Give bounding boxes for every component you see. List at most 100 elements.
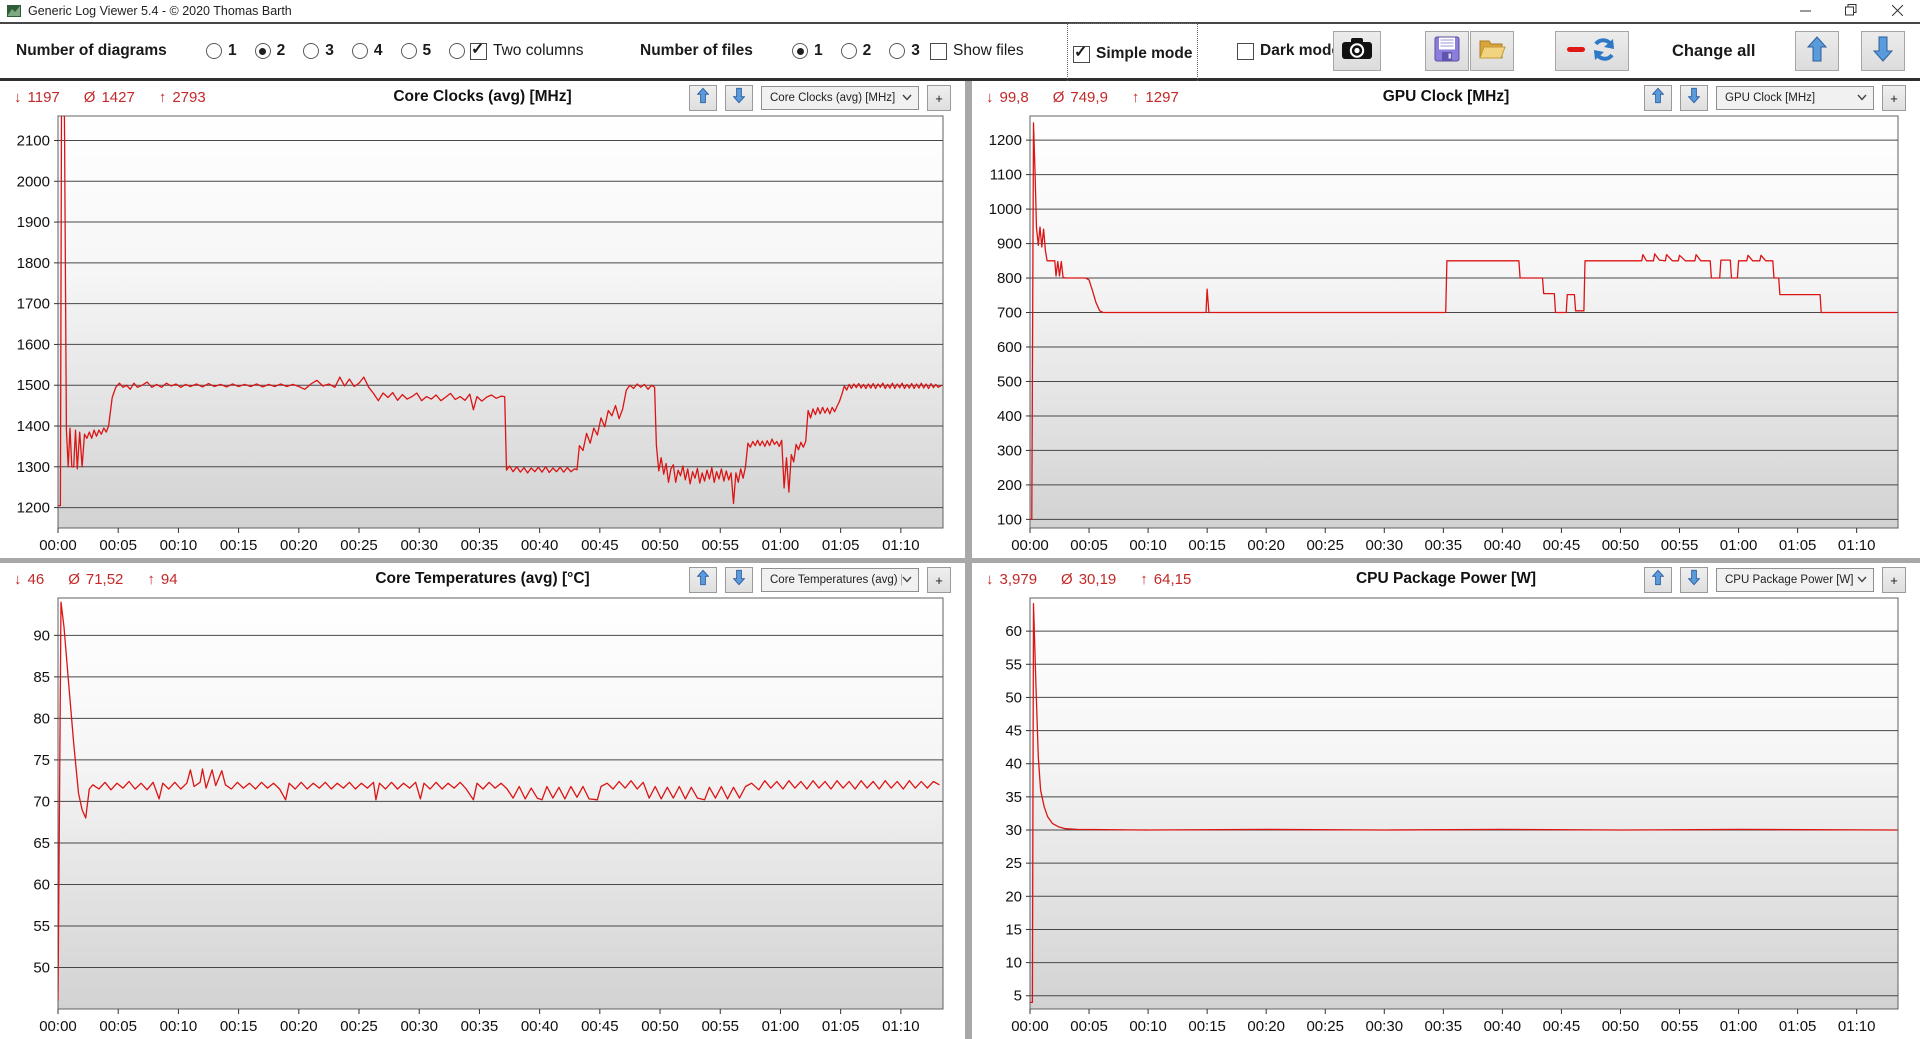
signal-select[interactable]: GPU Clock [MHz] (1716, 86, 1874, 110)
svg-text:55: 55 (33, 918, 50, 935)
charts-grid: ↓ 1197 Ø 1427 ↑ 2793 Core Clocks (avg) [… (0, 81, 1920, 1039)
svg-text:00:30: 00:30 (400, 1018, 438, 1035)
camera-icon (1341, 37, 1373, 66)
chart-header: ↓ 99,8 Ø 749,9 ↑ 1297 GPU Clock [MHz] GP… (972, 81, 1920, 114)
stat-avg: 749,9 (1070, 89, 1108, 106)
svg-text:1100: 1100 (990, 167, 1022, 184)
move-signal-down-button[interactable] (1680, 567, 1708, 593)
radio-diagrams-6[interactable] (449, 43, 466, 59)
open-button[interactable] (1470, 31, 1514, 71)
radio-files-2[interactable] (840, 43, 857, 59)
chevron-down-icon (1857, 92, 1867, 104)
show-files-checkbox[interactable]: ✓ (930, 42, 947, 60)
svg-text:01:00: 01:00 (1720, 1018, 1758, 1035)
svg-text:600: 600 (997, 339, 1022, 356)
svg-text:900: 900 (997, 236, 1022, 253)
toolbar: Number of diagrams 1 2 3 4 5 6 ✓ Two col… (0, 23, 1920, 85)
chart-title: Core Temperatures (avg) [°C] (375, 570, 590, 587)
svg-text:30: 30 (1005, 822, 1022, 839)
svg-text:01:10: 01:10 (882, 1018, 920, 1035)
plot-area: 1200 1300 1400 1500 1600 1700 1800 1900 2000 2100… (0, 114, 965, 558)
simple-mode-label: Simple mode (1096, 45, 1193, 62)
dark-mode-checkbox[interactable]: ✓ (1237, 42, 1254, 60)
svg-text:00:55: 00:55 (701, 537, 739, 554)
diagrams-label: Number of diagrams (16, 42, 167, 59)
title-bar: Generic Log Viewer 5.4 - © 2020 Thomas B… (0, 0, 1920, 24)
save-button[interactable] (1425, 31, 1469, 71)
move-signal-down-button[interactable] (725, 85, 753, 111)
chart-stats: ↓ 1197 Ø 1427 ↑ 2793 (14, 89, 206, 106)
svg-text:01:05: 01:05 (822, 537, 860, 554)
change-all-down-button[interactable] (1861, 31, 1905, 71)
svg-text:00:20: 00:20 (280, 1018, 318, 1035)
move-signal-down-button[interactable] (725, 567, 753, 593)
signal-select[interactable]: Core Temperatures (avg) [°C] (761, 568, 919, 592)
radio-diagrams-5[interactable] (400, 43, 417, 59)
restore-button[interactable] (1828, 0, 1874, 20)
move-signal-down-button[interactable] (1680, 85, 1708, 111)
move-signal-up-button[interactable] (689, 85, 717, 111)
add-signal-button[interactable]: + (927, 85, 951, 111)
dark-mode-label: Dark mode (1260, 42, 1341, 59)
svg-text:01:10: 01:10 (1838, 537, 1876, 554)
two-columns-checkbox[interactable]: ✓ (470, 41, 487, 60)
add-signal-button[interactable]: + (1882, 567, 1906, 593)
move-signal-up-button[interactable] (1644, 567, 1672, 593)
chart-panel-core-temps: ↓ 46 Ø 71,52 ↑ 94 Core Temperatures (avg… (0, 563, 965, 1039)
chart-stats: ↓ 3,979 Ø 30,19 ↑ 64,15 (986, 571, 1191, 588)
svg-text:1900: 1900 (17, 214, 50, 231)
down-arrow-icon (732, 87, 746, 109)
min-arrow-icon: ↓ (14, 89, 22, 106)
svg-text:00:20: 00:20 (1247, 1018, 1285, 1035)
up-arrow-icon (1651, 569, 1665, 591)
radio-diagrams-4[interactable] (351, 43, 368, 59)
diagrams-radio-group: 1 2 3 4 5 6 (206, 24, 492, 78)
stat-min: 1197 (27, 89, 60, 106)
open-folder-icon (1478, 37, 1506, 66)
svg-text:00:25: 00:25 (340, 537, 378, 554)
svg-text:00:35: 00:35 (1425, 537, 1463, 554)
svg-text:00:25: 00:25 (1306, 1018, 1344, 1035)
minimize-button[interactable] (1782, 0, 1828, 20)
chart-header: ↓ 46 Ø 71,52 ↑ 94 Core Temperatures (avg… (0, 563, 965, 596)
close-button[interactable] (1874, 0, 1920, 20)
stat-min: 46 (27, 571, 45, 588)
svg-text:00:45: 00:45 (1543, 537, 1581, 554)
svg-text:00:40: 00:40 (1484, 1018, 1522, 1035)
chart-panel-cpu-power: ↓ 3,979 Ø 30,19 ↑ 64,15 CPU Package Powe… (972, 563, 1920, 1039)
svg-text:2000: 2000 (17, 173, 50, 190)
radio-diagrams-3[interactable] (303, 43, 320, 59)
max-arrow-icon: ↑ (158, 89, 167, 106)
stat-avg: 1427 (101, 89, 135, 106)
svg-text:01:00: 01:00 (762, 1018, 800, 1035)
min-arrow-icon: ↓ (986, 89, 994, 106)
svg-text:00:45: 00:45 (1543, 1018, 1581, 1035)
reset-line-refresh-icon (1565, 36, 1619, 67)
svg-text:25: 25 (1005, 855, 1022, 872)
add-signal-button[interactable]: + (927, 567, 951, 593)
add-signal-button[interactable]: + (1882, 85, 1906, 111)
radio-diagrams-2[interactable] (254, 43, 271, 59)
svg-text:1700: 1700 (17, 296, 50, 313)
change-all-up-button[interactable] (1795, 31, 1839, 71)
reset-refresh-button[interactable] (1555, 31, 1629, 71)
stat-min: 3,979 (999, 571, 1038, 588)
radio-files-3[interactable] (889, 43, 906, 59)
svg-text:60: 60 (1005, 623, 1022, 640)
radio-files-1[interactable] (792, 43, 808, 59)
svg-text:1800: 1800 (17, 255, 50, 272)
simple-mode-checkbox[interactable]: ✓ (1073, 44, 1090, 63)
plot-area: 5 10 15 20 25 30 35 40 45 50 55 60 00:00 00:05 00:10 00… (972, 596, 1920, 1039)
min-arrow-icon: ↓ (14, 571, 22, 588)
save-icon (1434, 36, 1460, 67)
chart-line (58, 116, 943, 507)
move-signal-up-button[interactable] (1644, 85, 1672, 111)
screenshot-button[interactable] (1333, 31, 1381, 71)
svg-text:1300: 1300 (17, 459, 50, 476)
move-signal-up-button[interactable] (689, 567, 717, 593)
svg-text:00:00: 00:00 (39, 537, 77, 554)
signal-select[interactable]: Core Clocks (avg) [MHz] (761, 86, 919, 110)
radio-diagrams-1[interactable] (206, 43, 222, 59)
signal-select[interactable]: CPU Package Power [W] (1716, 568, 1874, 592)
